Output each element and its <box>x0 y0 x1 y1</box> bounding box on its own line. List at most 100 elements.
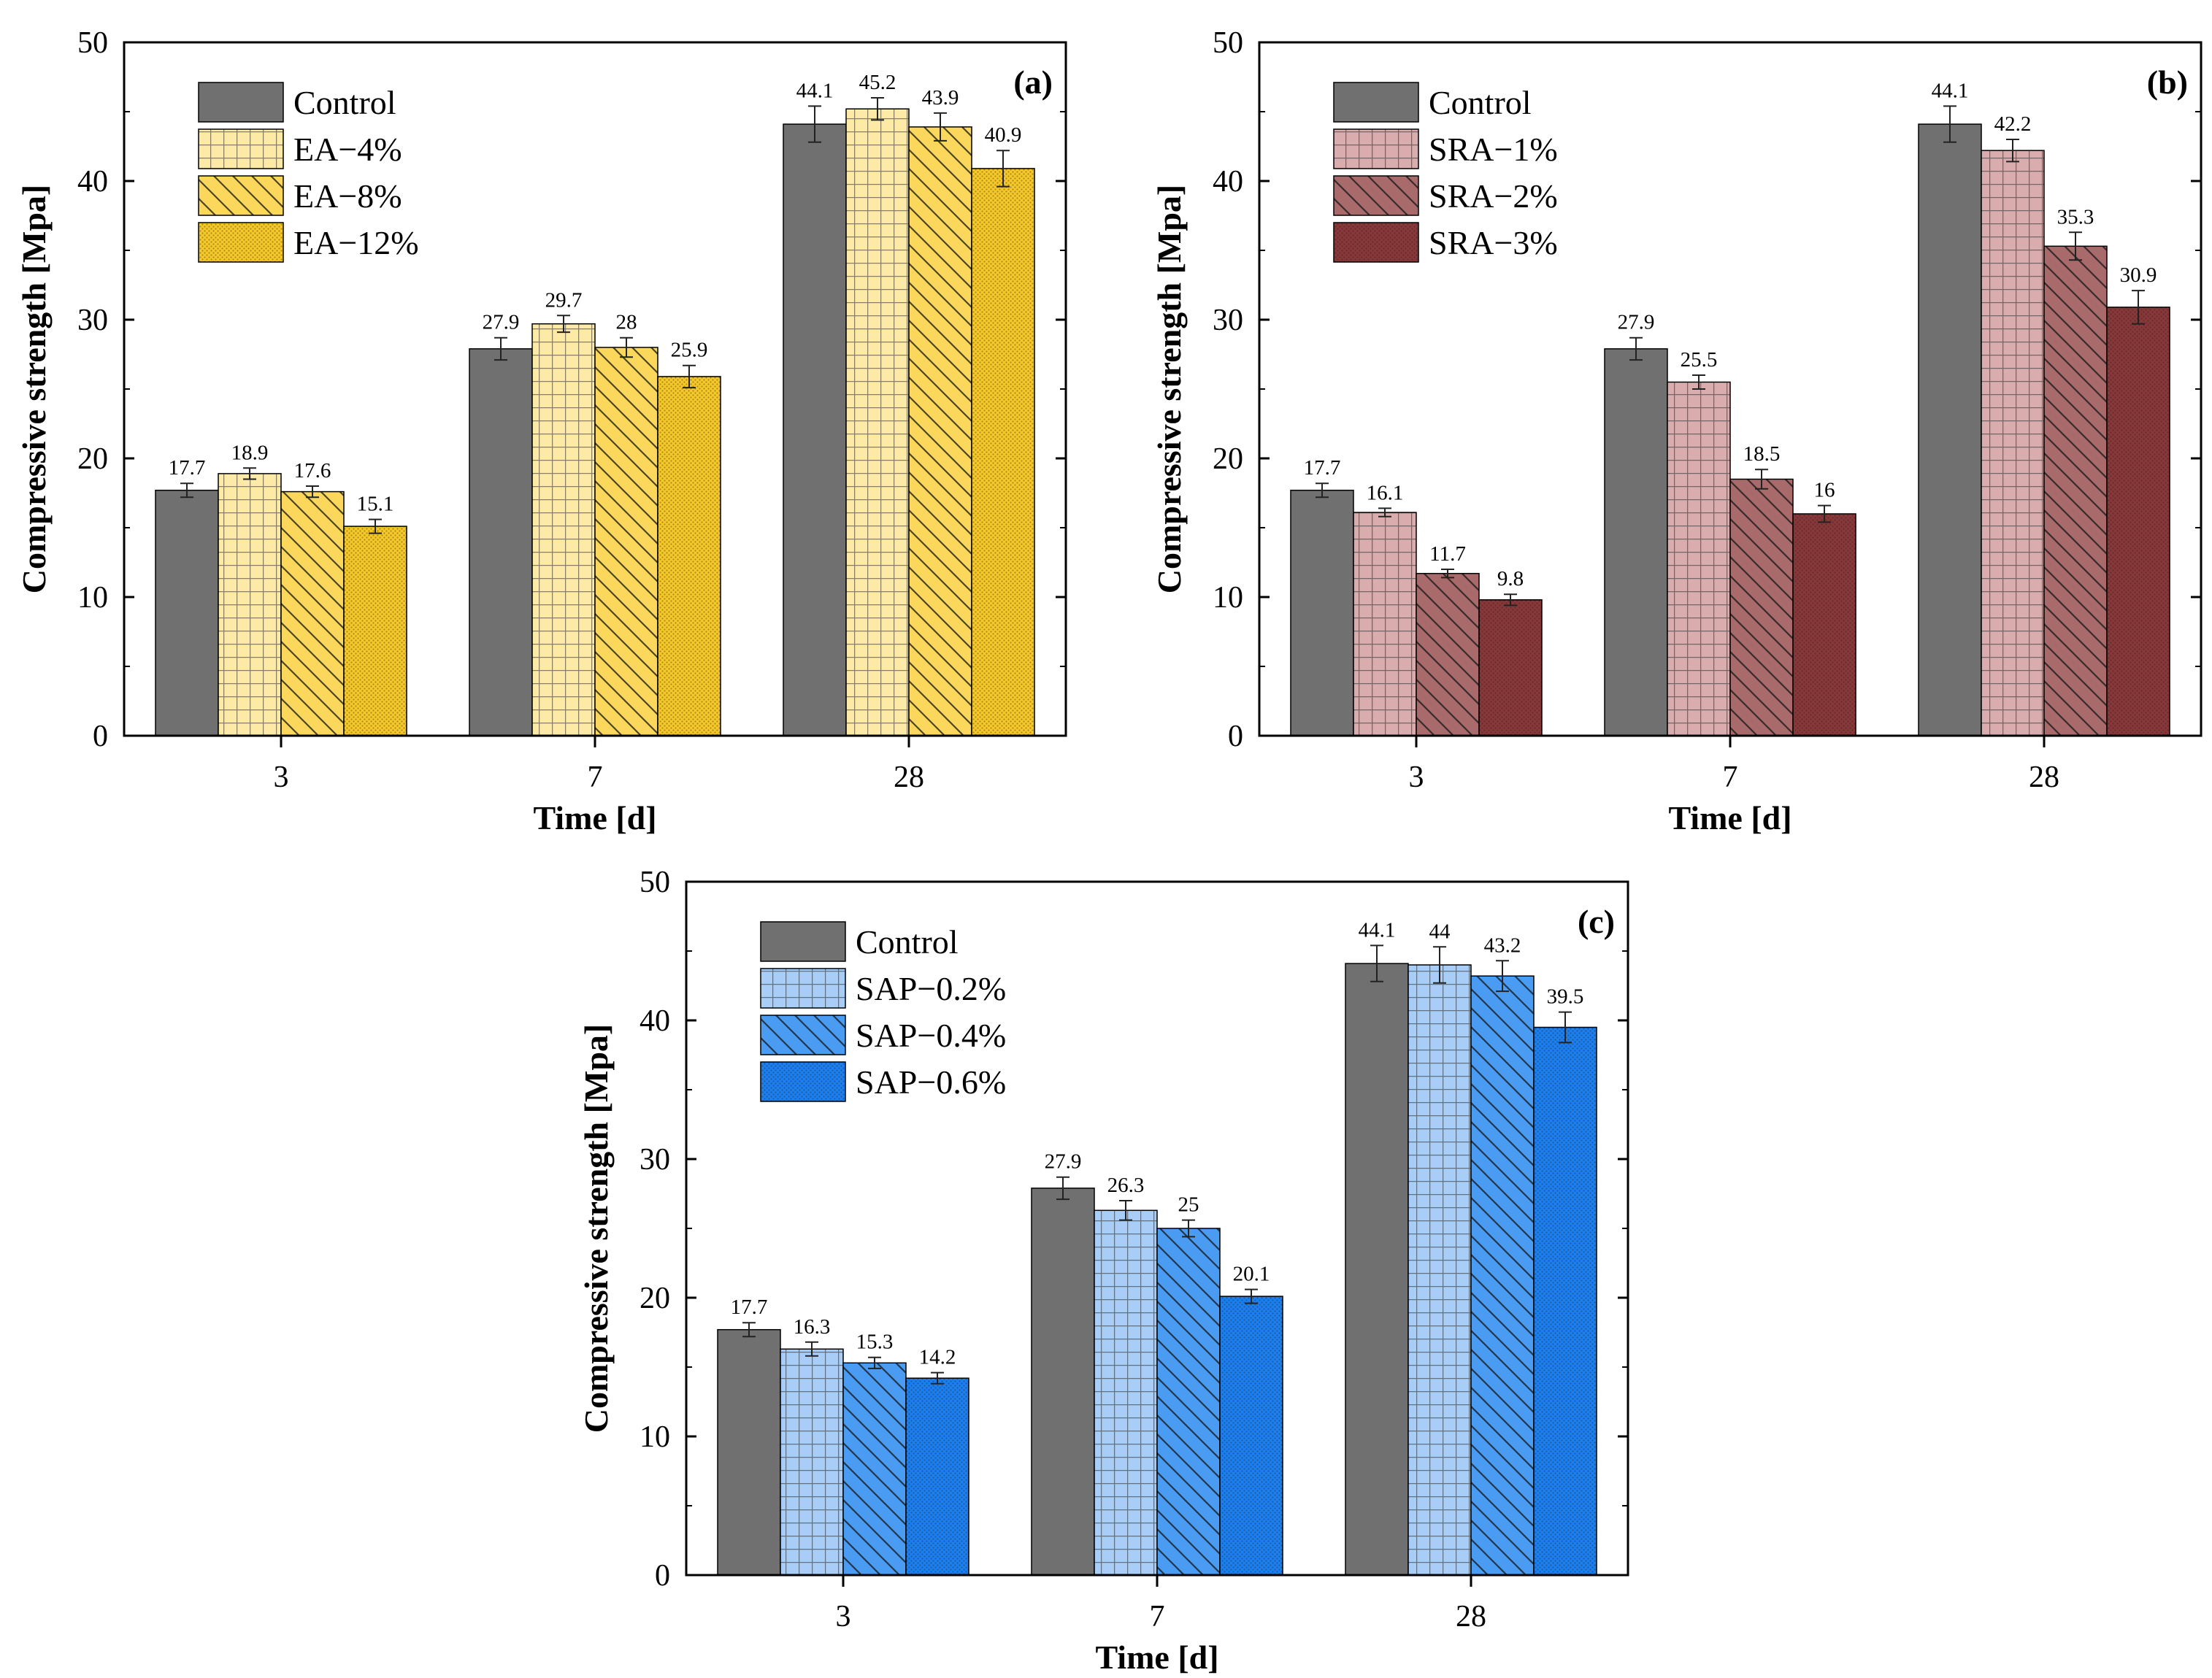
y-tick-label: 50 <box>77 26 108 60</box>
data-label: 17.7 <box>1304 456 1341 480</box>
bar <box>657 376 721 736</box>
y-tick-label: 30 <box>1213 304 1243 337</box>
y-axis-title: Compressive strength [Mpa] <box>577 1024 615 1433</box>
x-tick-label: 7 <box>588 761 603 794</box>
data-label: 44.1 <box>1932 79 1969 102</box>
y-tick-label: 10 <box>640 1420 670 1454</box>
plot-frame <box>123 41 1067 737</box>
bar <box>1156 1228 1221 1576</box>
bar <box>1667 381 1731 736</box>
legend-entry: Control <box>856 923 959 961</box>
x-tick-label: 28 <box>1456 1600 1486 1633</box>
y-tick-label: 40 <box>77 165 108 199</box>
y-tick-label: 0 <box>93 720 108 753</box>
bar <box>343 526 407 736</box>
bar <box>280 490 345 736</box>
legend-entry: SAP−0.2% <box>856 970 1006 1007</box>
panel-label: (a) <box>1013 63 1053 101</box>
data-label: 42.2 <box>1994 112 2032 136</box>
chart-panel-a: 0 10 20 30 40 50 Compressive strength [Mpa] 3 17… <box>15 26 1067 836</box>
y-axis-title: Compressive strength [Mpa] <box>15 185 53 593</box>
data-label: 45.2 <box>859 71 896 94</box>
plot-frame <box>685 880 1629 1577</box>
bar <box>1094 1209 1158 1576</box>
legend-swatch <box>198 175 284 216</box>
bar <box>1031 1188 1095 1576</box>
data-label: 16.3 <box>794 1315 831 1339</box>
x-tick-label: 7 <box>1723 761 1738 794</box>
data-label: 44.1 <box>796 79 834 102</box>
y-tick-label: 20 <box>1213 442 1243 476</box>
x-tick-label: 3 <box>836 1600 851 1633</box>
data-label: 43.2 <box>1484 934 1521 957</box>
data-label: 30.9 <box>2120 263 2157 287</box>
bar <box>1604 348 1668 736</box>
y-tick-label: 20 <box>640 1282 670 1315</box>
legend-swatch <box>198 82 284 123</box>
legend-swatch <box>760 1015 846 1055</box>
bar <box>469 348 533 736</box>
bar <box>1981 150 2045 736</box>
bar <box>905 1377 969 1576</box>
data-label: 9.8 <box>1497 567 1524 590</box>
data-label: 15.1 <box>357 493 394 516</box>
legend-entry: EA−8% <box>293 177 402 215</box>
data-label: 20.1 <box>1233 1263 1270 1286</box>
bar <box>1219 1296 1283 1576</box>
bar <box>971 168 1035 736</box>
bar <box>1353 512 1417 736</box>
legend-swatch <box>1333 175 1419 216</box>
data-label: 25.5 <box>1681 348 1718 372</box>
bar <box>1729 478 1794 736</box>
data-label: 44 <box>1429 920 1451 943</box>
data-label: 17.7 <box>731 1296 768 1319</box>
legend-swatch <box>760 921 846 962</box>
bar <box>1470 975 1535 1576</box>
y-tick-label: 10 <box>77 581 108 615</box>
data-label: 17.6 <box>294 459 331 482</box>
data-label: 16 <box>1814 479 1835 502</box>
data-label: 35.3 <box>2057 205 2094 228</box>
legend-entry: SRA−1% <box>1429 131 1558 168</box>
legend-swatch <box>198 222 284 263</box>
bar <box>783 123 847 736</box>
legend-entry: Control <box>1429 84 1532 121</box>
bar <box>842 1362 907 1576</box>
bar <box>908 126 972 736</box>
panel-label: (b) <box>2147 63 2188 101</box>
data-label: 15.3 <box>856 1331 894 1354</box>
bar <box>2043 245 2108 736</box>
legend-entry: EA−12% <box>293 224 419 261</box>
x-axis-title: Time [d] <box>1668 799 1792 836</box>
data-label: 27.9 <box>1045 1150 1082 1174</box>
legend-entry: SRA−3% <box>1429 224 1558 261</box>
bar <box>1792 513 1856 736</box>
bar <box>1478 599 1543 736</box>
data-label: 16.1 <box>1367 481 1404 504</box>
bar <box>780 1348 844 1576</box>
data-label: 43.9 <box>922 86 959 109</box>
x-tick-label: 3 <box>1409 761 1424 794</box>
bar <box>1533 1026 1597 1576</box>
y-tick-label: 10 <box>1213 581 1243 615</box>
legend-swatch <box>760 968 846 1009</box>
legend-swatch <box>1333 82 1419 123</box>
bar <box>1408 964 1472 1576</box>
legend-entry: EA−4% <box>293 131 402 168</box>
data-label: 26.3 <box>1107 1174 1145 1197</box>
data-label: 39.5 <box>1547 985 1584 1009</box>
y-tick-label: 40 <box>640 1004 670 1038</box>
bar <box>155 489 219 736</box>
data-label: 25 <box>1178 1193 1199 1217</box>
bar <box>1918 123 1982 736</box>
legend-swatch <box>760 1061 846 1102</box>
x-tick-label: 28 <box>894 761 924 794</box>
data-label: 18.9 <box>231 441 269 464</box>
chart-panel-c: 0 10 20 30 40 50 Compressive strength [Mpa] 3 17… <box>577 866 1629 1676</box>
bar <box>1345 963 1409 1576</box>
bar <box>1416 572 1480 736</box>
data-label: 14.2 <box>919 1346 956 1369</box>
plot-frame <box>1258 41 2203 737</box>
data-label: 25.9 <box>671 339 708 362</box>
bar <box>1290 489 1354 736</box>
